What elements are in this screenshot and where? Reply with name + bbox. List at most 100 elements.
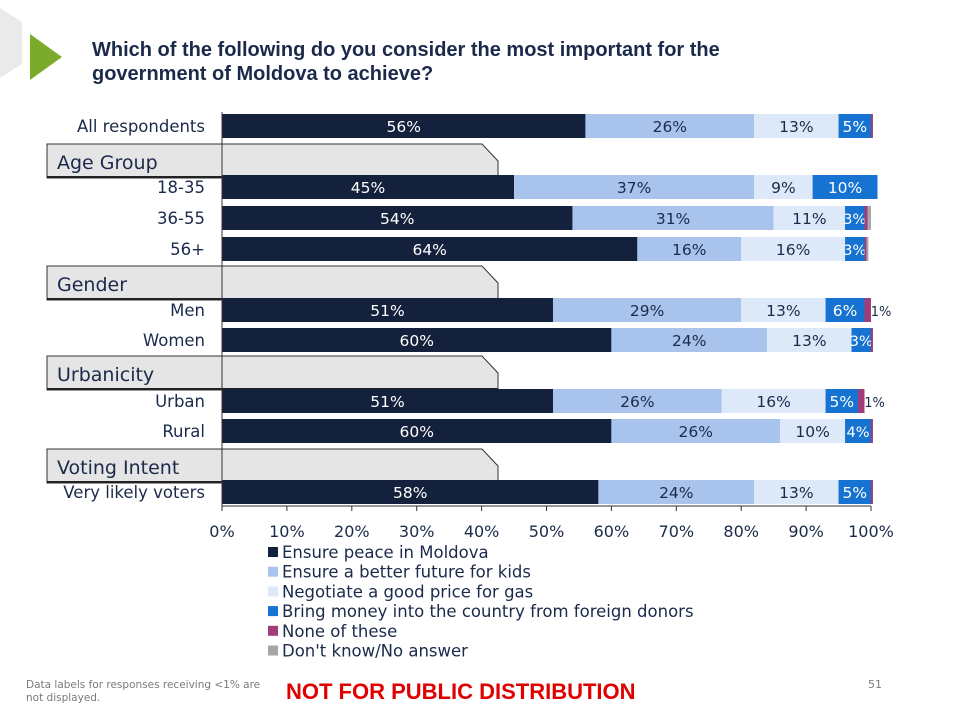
- row-category-label: Rural: [162, 422, 205, 441]
- bar-segment: [598, 480, 755, 504]
- x-axis-tick-label: 80%: [723, 522, 759, 541]
- bar-data-label: 26%: [620, 393, 654, 411]
- bar-segment: [611, 419, 781, 443]
- bar-segment: [585, 114, 755, 138]
- bar-data-label: 64%: [412, 241, 446, 259]
- legend-label: Bring money into the country from foreig…: [282, 602, 694, 621]
- bar-segment: [754, 175, 813, 199]
- legend-swatch: [268, 606, 278, 617]
- footnote-line-2: not displayed.: [26, 692, 101, 704]
- group-header-box: [46, 448, 499, 484]
- bar-segment: [552, 298, 742, 322]
- x-axis-tick-label: 40%: [464, 522, 500, 541]
- bar-data-label: 1%: [864, 396, 885, 411]
- x-axis-tick-label: 0%: [209, 522, 234, 541]
- bar-data-label: 37%: [617, 179, 651, 197]
- bar-segment: [552, 389, 722, 413]
- bar-data-label: 4%: [847, 425, 870, 441]
- bar-segment: [812, 175, 878, 199]
- legend-label: None of these: [282, 622, 397, 641]
- legend-swatch: [268, 625, 278, 636]
- bar-data-label: 1%: [871, 305, 892, 320]
- bar-data-label: 5%: [829, 393, 854, 411]
- bar-data-label: 9%: [771, 179, 796, 197]
- bar-data-label: 16%: [776, 241, 810, 259]
- title-line-2: government of Moldova to achieve?: [92, 63, 434, 85]
- bar-data-label: 13%: [766, 302, 800, 320]
- bar-segment: [866, 237, 869, 261]
- bar-segment: [864, 237, 867, 261]
- group-header-box: [46, 265, 499, 301]
- bar-data-label: 24%: [659, 484, 693, 502]
- bar-data-label: 51%: [370, 393, 404, 411]
- bar-segment: [871, 114, 873, 138]
- bar-data-label: 13%: [779, 484, 813, 502]
- legend-swatch: [268, 586, 278, 597]
- bar-data-label: 45%: [351, 179, 385, 197]
- bar-segment: [871, 328, 873, 352]
- bar-segment: [858, 389, 865, 413]
- bar-segment: [773, 206, 846, 230]
- bar-data-label: 60%: [399, 423, 433, 441]
- bar-segment: [754, 480, 839, 504]
- bar-data-label: 56%: [386, 118, 420, 136]
- group-header-label: Voting Intent: [57, 457, 179, 479]
- bar-segment: [864, 206, 868, 230]
- bar-segment: [780, 419, 846, 443]
- bar-segment: [637, 237, 742, 261]
- bar-segment: [222, 114, 586, 138]
- bar-data-label: 5%: [842, 484, 867, 502]
- legend-label: Don't know/No answer: [282, 642, 468, 661]
- x-axis-tick-label: 10%: [269, 522, 305, 541]
- bar-segment: [741, 298, 826, 322]
- x-axis-tick-label: 50%: [529, 522, 565, 541]
- bar-data-label: 3%: [850, 334, 873, 350]
- bar-segment: [845, 237, 865, 261]
- bar-segment: [838, 114, 871, 138]
- bar-segment: [851, 328, 871, 352]
- bar-data-label: 16%: [672, 241, 706, 259]
- bar-segment: [871, 419, 873, 443]
- bar-segment: [767, 328, 852, 352]
- bar-segment: [721, 389, 826, 413]
- bar-segment: [222, 480, 599, 504]
- bar-data-label: 6%: [833, 302, 858, 320]
- bar-segment: [222, 419, 612, 443]
- bar-segment: [867, 206, 871, 230]
- bar-data-label: 11%: [792, 210, 826, 228]
- x-axis-tick-label: 90%: [788, 522, 824, 541]
- row-category-label: Very likely voters: [63, 483, 205, 502]
- row-category-label: 56+: [170, 240, 205, 259]
- bar-data-label: 29%: [630, 302, 664, 320]
- bar-data-label: 13%: [792, 332, 826, 350]
- row-category-label: Women: [143, 331, 205, 350]
- title-line-1: Which of the following do you consider t…: [92, 39, 720, 61]
- bar-segment: [222, 328, 612, 352]
- legend-label: Ensure a better future for kids: [282, 563, 531, 582]
- x-axis-tick-label: 20%: [334, 522, 370, 541]
- chart-title: Which of the following do you consider t…: [92, 38, 892, 86]
- bar-data-label: 60%: [399, 332, 433, 350]
- bar-data-label: 3%: [843, 243, 866, 259]
- x-axis-tick-label: 60%: [594, 522, 630, 541]
- group-header-label: Gender: [57, 274, 127, 296]
- bar-segment: [514, 175, 755, 199]
- bar-segment: [572, 206, 774, 230]
- x-axis-tick-label: 70%: [659, 522, 695, 541]
- legend-label: Negotiate a good price for gas: [282, 582, 533, 601]
- footnote-line-1: Data labels for responses receiving <1% …: [26, 679, 261, 691]
- bar-segment: [611, 328, 768, 352]
- legend-swatch: [268, 566, 278, 577]
- bar-data-label: 31%: [656, 210, 690, 228]
- bar-segment: [825, 298, 865, 322]
- row-category-label: All respondents: [77, 117, 205, 136]
- group-header-label: Age Group: [57, 152, 158, 174]
- bar-data-label: 13%: [779, 118, 813, 136]
- row-category-label: 36-55: [157, 209, 205, 228]
- page-number: 51: [868, 678, 882, 691]
- group-header-box: [46, 143, 499, 179]
- bar-data-label: 54%: [380, 210, 414, 228]
- bar-data-label: 24%: [672, 332, 706, 350]
- group-header-box: [46, 355, 499, 391]
